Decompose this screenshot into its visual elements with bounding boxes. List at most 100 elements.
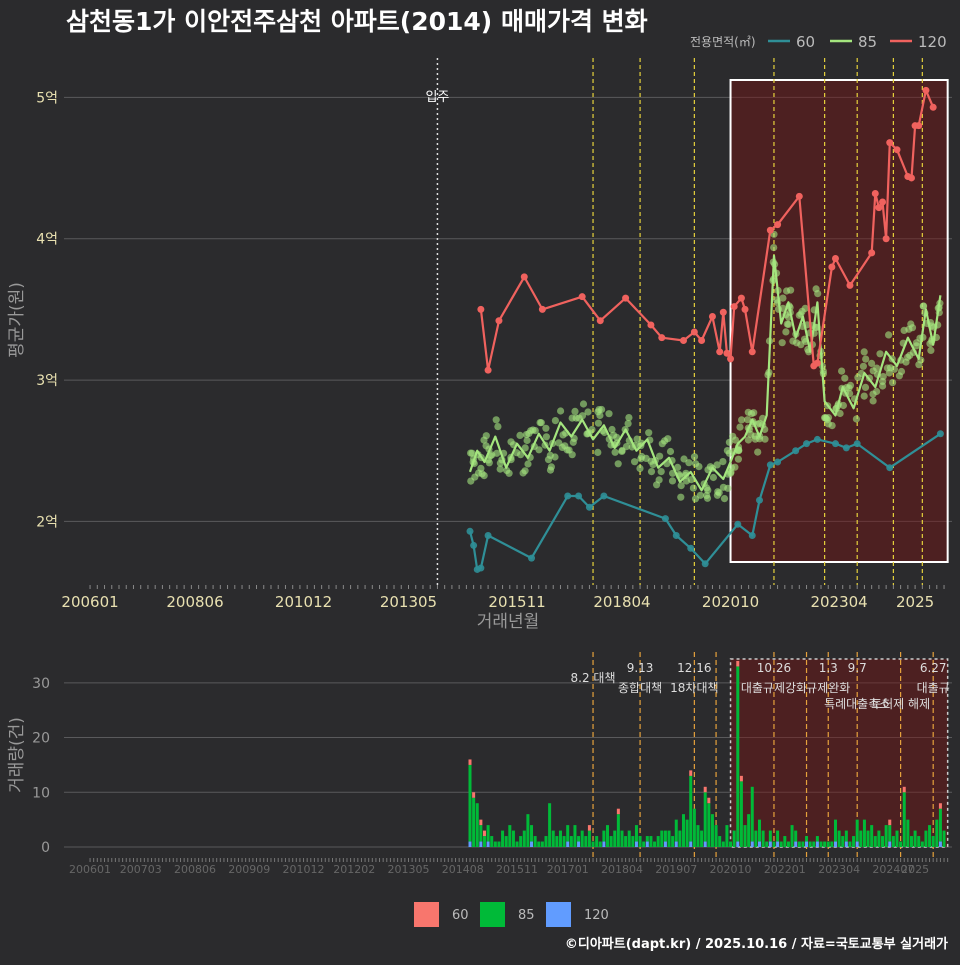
point-85 bbox=[542, 424, 550, 432]
volume-bar-120 bbox=[566, 841, 570, 847]
price-x-tick-label: 201305 bbox=[380, 593, 437, 611]
volume-x-tick-label: 202010 bbox=[710, 863, 752, 876]
point-120 bbox=[622, 294, 630, 302]
point-85 bbox=[738, 416, 746, 424]
volume-bar-85 bbox=[891, 836, 895, 847]
volume-x-tick-label: 201305 bbox=[387, 863, 429, 876]
point-85 bbox=[655, 476, 663, 484]
point-120 bbox=[868, 249, 876, 257]
price-y-axis-label: 평균가(원) bbox=[7, 282, 27, 358]
point-120 bbox=[730, 303, 738, 311]
point-60 bbox=[853, 440, 861, 448]
price-x-tick-label: 202304 bbox=[810, 593, 867, 611]
point-60 bbox=[600, 492, 608, 500]
volume-bar-85 bbox=[772, 841, 776, 847]
point-85 bbox=[690, 453, 699, 461]
volume-bar-85 bbox=[606, 825, 610, 847]
volume-bar-60 bbox=[739, 775, 743, 782]
point-85 bbox=[611, 448, 619, 456]
point-60 bbox=[803, 440, 811, 448]
point-85 bbox=[793, 339, 801, 347]
point-85 bbox=[622, 443, 631, 451]
volume-bar-120 bbox=[468, 841, 472, 847]
point-85 bbox=[507, 438, 515, 446]
volume-bar-85 bbox=[819, 841, 823, 847]
point-85 bbox=[647, 468, 656, 476]
policy-label: 9.7 bbox=[848, 661, 867, 675]
point-60 bbox=[484, 532, 492, 540]
point-85 bbox=[571, 407, 579, 415]
point-85 bbox=[625, 414, 633, 422]
volume-bar-85 bbox=[924, 830, 928, 847]
legend-label-85: 85 bbox=[858, 33, 877, 51]
volume-panel: 0 10 20 30 8.2 대책 9.13 종합대책 12.16 18차대책 10.26 대출규제… bbox=[7, 652, 952, 876]
point-85 bbox=[897, 367, 906, 376]
volume-bar-85 bbox=[917, 836, 921, 847]
volume-bar-85 bbox=[815, 836, 819, 842]
volume-bar-85 bbox=[884, 825, 888, 847]
point-85 bbox=[761, 435, 769, 443]
point-120 bbox=[727, 355, 735, 363]
volume-x-tick-label: 201511 bbox=[496, 863, 538, 876]
volume-bar-85 bbox=[558, 830, 562, 847]
volume-bar-85 bbox=[826, 841, 830, 847]
volume-bar-85 bbox=[678, 830, 682, 847]
point-85 bbox=[886, 364, 895, 372]
volume-bar-85 bbox=[729, 841, 733, 847]
volume-x-tick-label: 202201 bbox=[764, 863, 806, 876]
point-120 bbox=[774, 221, 782, 229]
point-60 bbox=[672, 532, 680, 540]
point-120 bbox=[741, 305, 749, 313]
volume-bar-120 bbox=[736, 841, 740, 847]
point-120 bbox=[882, 235, 890, 243]
point-85 bbox=[569, 438, 577, 446]
point-60 bbox=[470, 541, 478, 549]
volume-bar-85 bbox=[779, 841, 783, 847]
volume-bar-85 bbox=[653, 841, 657, 847]
volume-bar-85 bbox=[511, 830, 515, 847]
volume-bar-85 bbox=[902, 792, 906, 847]
point-85 bbox=[677, 482, 685, 490]
point-85 bbox=[876, 350, 884, 358]
point-85 bbox=[868, 359, 876, 367]
point-85 bbox=[839, 401, 848, 410]
price-x-tick-label: 200601 bbox=[61, 593, 118, 611]
point-85 bbox=[744, 436, 753, 444]
point-85 bbox=[912, 342, 921, 350]
point-85 bbox=[725, 438, 734, 446]
point-85 bbox=[852, 415, 861, 423]
volume-bar-120 bbox=[757, 841, 761, 847]
volume-bar-85 bbox=[595, 836, 599, 847]
point-120 bbox=[690, 328, 698, 336]
policy-label: 6.27 bbox=[920, 661, 947, 675]
policy-label: 12.16 bbox=[677, 661, 711, 675]
volume-bar-85 bbox=[577, 836, 581, 842]
point-85 bbox=[579, 400, 588, 408]
bottom-legend-label-85: 85 bbox=[518, 908, 535, 923]
volume-bar-120 bbox=[486, 841, 490, 847]
bottom-legend: 60 85 120 bbox=[414, 902, 609, 927]
point-85 bbox=[595, 406, 603, 414]
point-120 bbox=[915, 122, 923, 130]
price-tick-label: 5억 bbox=[36, 90, 58, 106]
volume-bar-85 bbox=[935, 819, 939, 847]
volume-bar-85 bbox=[703, 792, 707, 842]
point-85 bbox=[468, 449, 476, 457]
point-85 bbox=[715, 489, 723, 497]
point-60 bbox=[766, 461, 774, 469]
volume-bar-85 bbox=[783, 836, 787, 847]
point-60 bbox=[528, 554, 536, 562]
policy-label-2: 특례대출축소 bbox=[824, 697, 890, 711]
volume-x-tick-label: 201907 bbox=[655, 863, 697, 876]
footer-credit: ©디아파트(dapt.kr) / 2025.10.16 / 자료=국토교통부 실… bbox=[565, 936, 948, 952]
volume-bar-85 bbox=[895, 830, 899, 847]
point-85 bbox=[661, 437, 669, 445]
volume-bar-85 bbox=[663, 830, 667, 842]
point-60 bbox=[886, 464, 894, 472]
volume-bar-85 bbox=[627, 830, 631, 847]
point-120 bbox=[737, 294, 745, 302]
volume-bar-85 bbox=[497, 841, 501, 847]
point-85 bbox=[692, 460, 700, 468]
volume-x-tick-label: 201408 bbox=[442, 863, 484, 876]
